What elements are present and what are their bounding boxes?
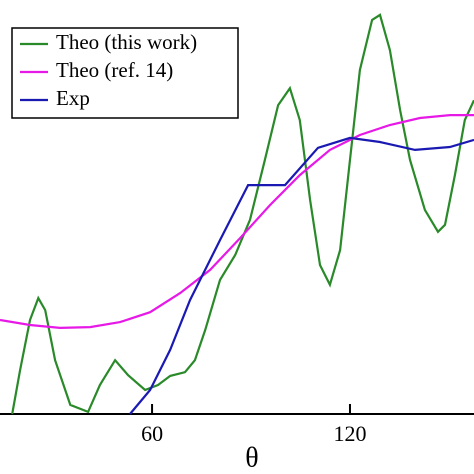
line-series xyxy=(11,13,474,415)
x-tick-label: 120 xyxy=(333,421,366,446)
x-tick-label: 60 xyxy=(141,421,163,446)
x-axis-label: θ xyxy=(245,442,258,473)
legend-label: Exp xyxy=(56,86,90,110)
line-series xyxy=(0,114,474,330)
legend-label: Theo (this work) xyxy=(56,30,197,54)
legend-box xyxy=(11,27,239,119)
legend-label: Theo (ref. 14) xyxy=(56,58,173,82)
line-series xyxy=(129,136,474,415)
